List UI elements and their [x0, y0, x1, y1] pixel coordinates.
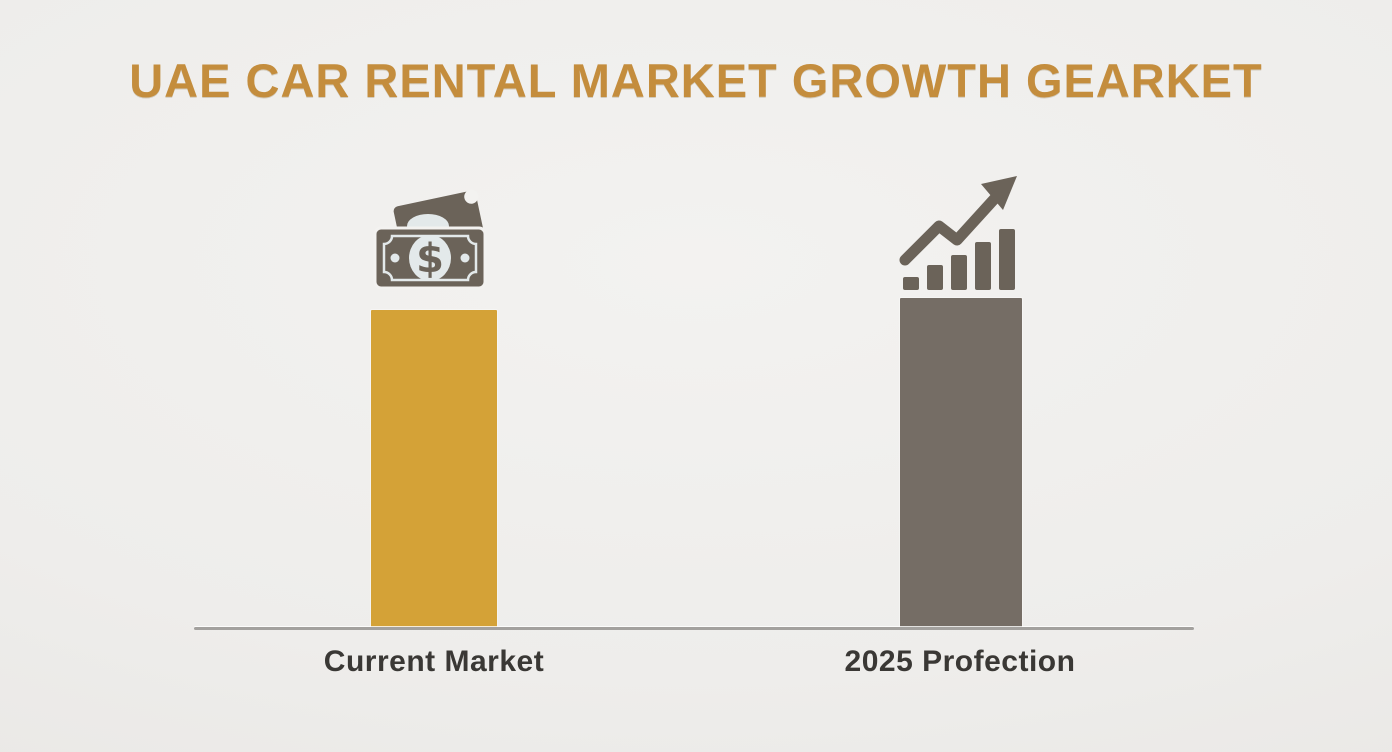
chart-title: UAE CAR RENTAL MARKET GROWTH GEARKET [129, 54, 1263, 107]
bar-current-market [371, 310, 497, 629]
bar-2025-projection [900, 298, 1022, 629]
growth-trend-icon [899, 174, 1023, 292]
svg-text:$: $ [416, 236, 444, 282]
money-bill-icon: $ [369, 188, 491, 292]
growth-trend-icon-svg [899, 176, 1017, 290]
x-axis-label-2025-projection: 2025 Profection [844, 645, 1076, 678]
money-bill-icon-svg: $ [373, 189, 487, 290]
x-axis-line [194, 627, 1194, 630]
x-axis-label-current-market: Current Market [323, 645, 545, 678]
